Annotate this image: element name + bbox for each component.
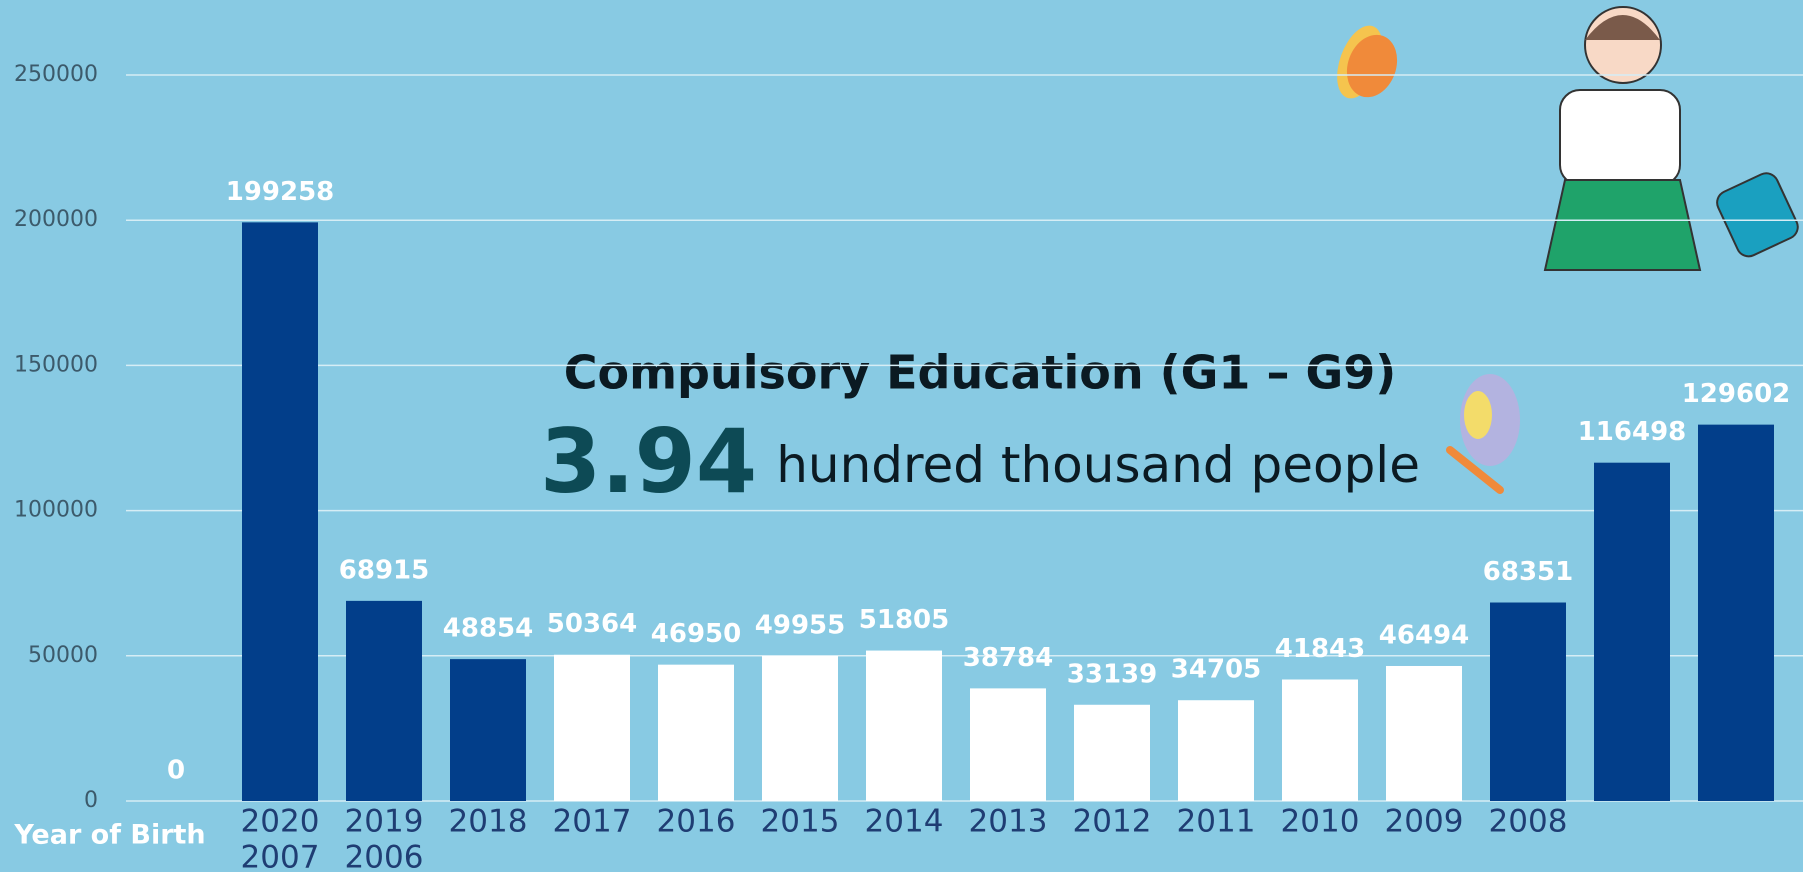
decor-girl	[1543, 6, 1799, 271]
x-tick-label: 2014	[865, 804, 944, 840]
value-label: 199258	[226, 177, 335, 207]
value-label: 41843	[1275, 634, 1365, 664]
value-label: 68351	[1483, 557, 1573, 587]
value-label: 46494	[1379, 620, 1469, 650]
bar	[762, 655, 838, 801]
x-tick-label: 2015	[761, 804, 840, 840]
bar	[450, 659, 526, 801]
bar	[346, 600, 422, 801]
value-label: 46950	[651, 619, 741, 649]
x-tick-label: 2018	[449, 804, 528, 840]
bar	[1282, 679, 1358, 801]
annotation-number: 3.94	[540, 410, 757, 513]
x-tick-label: 2012	[1073, 804, 1152, 840]
value-label: 68915	[339, 555, 429, 585]
x-tick-label: 2008	[1489, 804, 1568, 840]
bar	[658, 664, 734, 801]
annotation-unit: hundred thousand people	[776, 436, 1420, 494]
x-tick-label: 2016	[657, 804, 736, 840]
x-tick-label: 2007	[241, 840, 320, 872]
bar	[1698, 424, 1774, 801]
y-tick-label: 0	[84, 788, 98, 813]
annotation-heading: Compulsory Education (G1 – G9)	[564, 346, 1397, 400]
bar	[1074, 704, 1150, 801]
value-label: 51805	[859, 605, 949, 635]
bar	[866, 650, 942, 801]
y-tick-label: 150000	[14, 352, 98, 377]
bar	[970, 688, 1046, 801]
x-tick-label: 2020	[241, 804, 320, 840]
bar	[1386, 665, 1462, 801]
value-label: 48854	[443, 614, 533, 644]
x-tick-label: 2019	[345, 804, 424, 840]
x-tick-label: 2009	[1385, 804, 1464, 840]
bar	[1178, 700, 1254, 801]
y-tick-label: 100000	[14, 498, 98, 523]
x-axis-label: Year of Birth	[13, 820, 205, 851]
bar	[1594, 462, 1670, 801]
value-label: 129602	[1682, 379, 1791, 409]
value-label: 34705	[1171, 655, 1261, 685]
value-label: 0	[167, 756, 185, 786]
bar	[1490, 602, 1566, 801]
x-tick-label: 2011	[1177, 804, 1256, 840]
value-label: 49955	[755, 610, 845, 640]
value-label: 33139	[1067, 659, 1157, 689]
y-tick-label: 50000	[28, 643, 98, 668]
x-tick-label: 2017	[553, 804, 632, 840]
value-label: 116498	[1578, 417, 1687, 447]
bar	[554, 654, 630, 801]
value-label: 50364	[547, 609, 637, 639]
value-label: 38784	[963, 643, 1053, 673]
x-tick-label: 2010	[1281, 804, 1360, 840]
y-tick-label: 200000	[14, 207, 98, 232]
decor-butterfly	[1337, 25, 1520, 494]
y-tick-label: 250000	[14, 62, 98, 87]
x-tick-label: 2013	[969, 804, 1048, 840]
annotation-line: 3.94 hundred thousand people	[540, 410, 1420, 513]
x-tick-label: 2006	[345, 840, 424, 872]
bar	[242, 222, 318, 802]
